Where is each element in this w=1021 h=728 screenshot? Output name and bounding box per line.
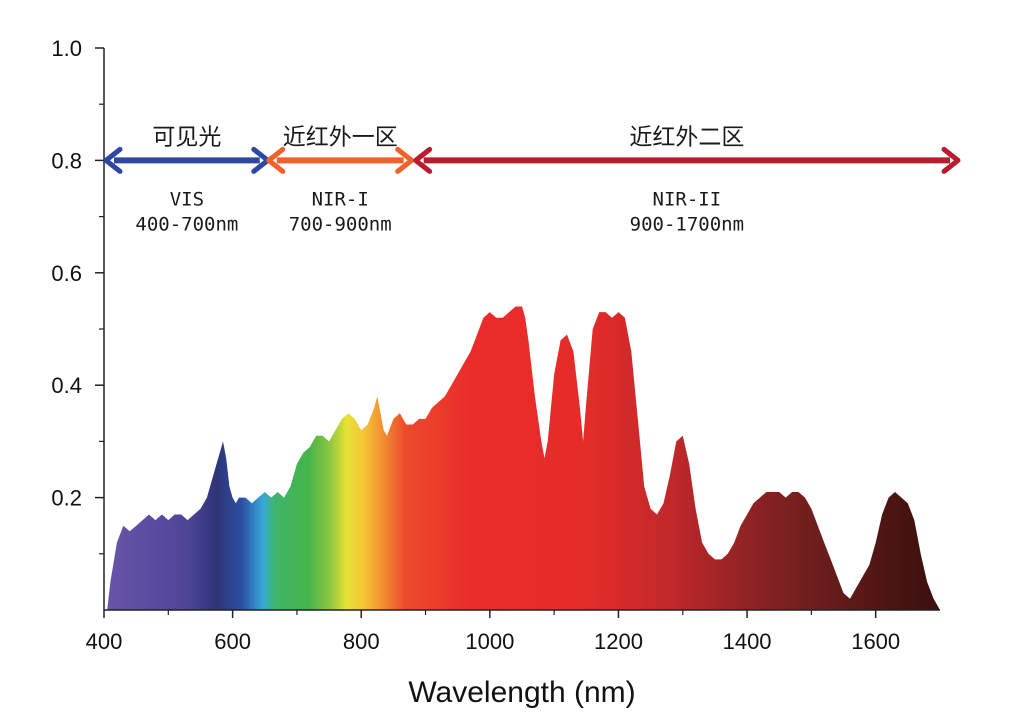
x-ticks: 400 600 800 1000 1200 1400 1600 [86,610,900,654]
y-tick-label: 0.8 [51,148,82,173]
x-tick-label: 800 [343,629,380,654]
wavelength-regions: 可见光 VIS 400-700nm 近红外一区 NIR-I 700-900nm 近红外二区 N… [103,124,961,235]
region-arrowhead [413,146,433,174]
region-arrowhead [266,146,286,174]
x-tick-label: 1000 [465,629,514,654]
x-axis-title: Wavelength (nm) [408,676,635,709]
x-tick-label: 1600 [851,629,900,654]
region-range-label: 400-700nm [135,213,238,235]
y-tick-label: 0.2 [51,486,82,511]
region-3: 近红外二区 NIR-II 900-1700nm [413,124,961,235]
spectrum-area-layer [107,306,940,610]
spectrum-area [107,306,940,610]
x-tick-label: 400 [86,629,123,654]
region-code: NIR-I [312,188,369,210]
region-range-label: 900-1700nm [630,213,744,235]
region-name: 近红外一区 [283,124,398,150]
region-name: 可见光 [152,124,221,150]
y-ticks: 0.2 0.4 0.6 0.8 1.0 [51,36,104,555]
region-range-label: 700-900nm [289,213,392,235]
x-tick-label: 1400 [723,629,772,654]
x-tick-label: 1200 [594,629,643,654]
region-code: VIS [170,188,204,210]
y-tick-label: 0.6 [51,261,82,286]
x-tick-label: 600 [214,629,251,654]
region-arrowhead [103,146,123,174]
region-name: 近红外二区 [629,124,744,150]
region-code: NIR-II [653,188,722,210]
region-arrowhead [395,146,415,174]
y-tick-label: 0.4 [51,373,82,398]
region-arrowhead [941,146,961,174]
y-tick-label: 1.0 [51,36,82,61]
region-1: 可见光 VIS 400-700nm [103,124,271,235]
region-2: 近红外一区 NIR-I 700-900nm [266,124,415,235]
